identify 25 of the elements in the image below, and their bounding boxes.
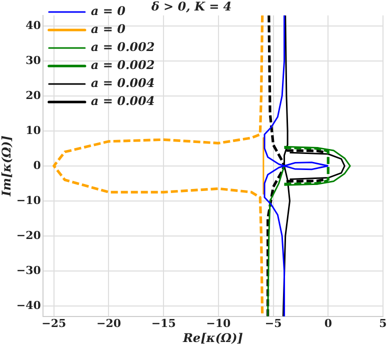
y-tick-label: −20	[16, 228, 42, 242]
x-tick-label: 0	[324, 316, 332, 330]
x-tick-label: −5	[264, 316, 282, 330]
y-tick-label: 10	[26, 124, 42, 137]
y-axis-title: Im[κ(Ω)]	[0, 135, 14, 198]
legend-label: a = 0.002	[90, 58, 155, 72]
x-tick-label: −15	[151, 316, 176, 330]
x-tick-label: −10	[206, 316, 232, 330]
y-tick-label: −30	[16, 264, 42, 277]
legend-label: a = 0.002	[90, 40, 155, 54]
x-tick-label: −25	[42, 316, 66, 330]
y-tick-label: 40	[26, 18, 42, 32]
y-tick-label: −10	[16, 194, 42, 207]
chart-title: δ > 0, K = 4	[150, 0, 232, 14]
y-tick-label: −40	[16, 298, 42, 312]
x-tick-label: −20	[96, 316, 122, 330]
legend-label: a = 0	[90, 4, 126, 18]
y-tick-label: 30	[26, 54, 42, 67]
x-axis-title: Re[κ(Ω)]	[182, 330, 244, 345]
legend-label: a = 0	[90, 22, 126, 36]
y-tick-label: 20	[26, 88, 42, 102]
legend-label: a = 0.004	[90, 76, 155, 90]
legend-label: a = 0.004	[90, 94, 155, 108]
x-tick-label: 5	[379, 316, 387, 330]
y-tick-label: 0	[33, 158, 42, 172]
